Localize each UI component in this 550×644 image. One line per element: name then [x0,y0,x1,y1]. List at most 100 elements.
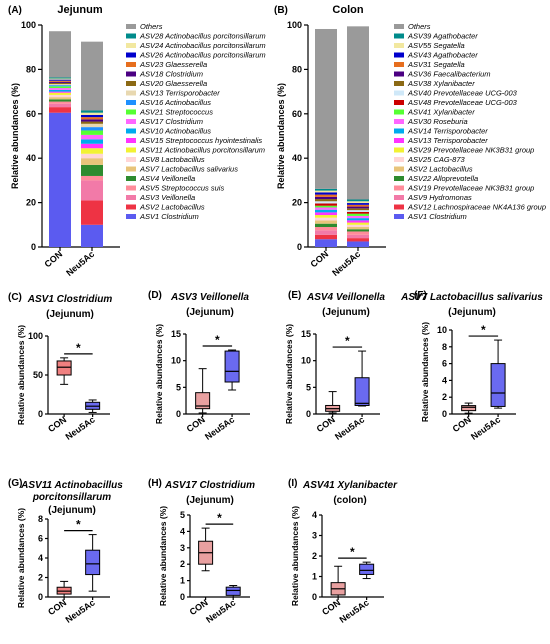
legend-swatch [126,157,136,162]
x-tick-label: CON [46,414,68,434]
y-tick-label: 10 [301,356,311,366]
bar-segment [347,227,369,230]
panel-subtitle: (Jejunum) [186,307,234,318]
y-tick-label: 4 [442,375,447,385]
bar-segment [315,188,337,191]
y-tick-label: 6 [38,534,43,544]
legend-entry: ASV23 Glaesserella [139,60,207,69]
bar-segment [347,215,369,219]
legend-swatch [126,109,136,115]
legend-swatch [126,176,136,181]
y-tick-label: 2 [312,551,317,561]
y-tick-label: 100 [21,20,36,30]
panel-subtitle: (Jejunum) [322,307,370,318]
x-tick-label: Neu5Ac [330,249,362,278]
box-con [325,391,341,414]
panel-title: ASV17 Clostridium [164,480,255,491]
legend-swatch [394,119,404,124]
y-tick-label: 15 [301,329,311,339]
y-tick-label: 5 [306,382,311,392]
y-axis-label: Relative abundances (%) [16,508,26,608]
y-tick-label: 100 [287,20,302,30]
y-tick-label: 6 [442,359,447,369]
legend-entry: ASV7 Lactobacillus salivarius [139,165,238,174]
legend-entry: ASV15 Streptococcus hyointestinalis [139,136,262,145]
bar-segment [81,123,103,128]
legend-entry: ASV40 Prevotellaceae UCG-003 [407,89,518,98]
legend-entry: ASV25 CAG-873 [407,155,466,164]
legend-entry: ASV4 Veillonella [139,174,195,183]
legend-swatch [126,214,136,219]
panel-subtitle: (colon) [333,495,366,506]
x-tick-label: CON [185,414,207,434]
bar-segment [315,223,337,228]
bar-segment [49,97,71,100]
legend-entry: ASV36 Faecalibacterium [407,70,491,79]
panel-title: Colon [332,4,363,16]
legend-swatch [394,62,404,67]
y-axis-label: Relative abundances (%) [420,322,430,422]
bar-segment [49,94,71,98]
box-iqr [490,363,506,407]
panel-subtitle: (Jejunum) [448,307,496,318]
legend-entry: ASV19 Prevotellaceae NK3B31 group [407,184,534,193]
legend-swatch [394,147,404,153]
y-tick-label: 0 [180,592,185,602]
y-tick-label: 0 [38,592,43,602]
legend-swatch [126,138,136,143]
bar-segment [315,192,337,195]
bar-segment [49,91,71,93]
legend-entry: ASV13 Terrisporobacter [139,89,220,98]
legend-swatch [126,195,136,200]
y-axis-label: Relative abundances (%) [154,324,164,424]
bar-segment [315,209,337,213]
bar-segment [315,190,337,193]
bar-segment [81,139,103,144]
legend-swatch [126,90,136,96]
stacked-bar-panel-jejunum: (A) Jejunum 0 20 40 60 80 100 Relative abundance… [8,4,266,278]
y-tick-label: 0 [38,409,43,419]
legend-swatch [126,147,136,153]
panel-letter: (C) [8,292,22,303]
y-tick-label: 4 [312,510,317,520]
legend-entry: Others [408,22,431,31]
bar-segment [81,127,103,131]
significance-star: * [215,333,220,347]
bar-segment [81,148,103,154]
bar-segment [49,107,71,113]
box-iqr [56,360,72,376]
bar-segment [81,153,103,159]
legend-swatch [394,52,404,58]
legend-entry: ASV16 Actinobacillus [139,98,211,107]
x-tick-label: CON [46,597,68,617]
y-tick-label: 2 [180,559,185,569]
box-con [56,580,72,598]
y-tick-label: 80 [292,64,302,74]
panel-letter: (I) [288,478,297,489]
panel-title: ASV7 Lactobacillus salivarius [400,292,543,303]
y-axis-label: Relative abundances (%) [290,506,300,606]
bar-segment [81,200,103,225]
bar-segment [315,199,337,202]
box-iqr [195,392,211,410]
x-tick-label: Neu5Ac [338,597,371,624]
bar-segment [315,215,337,218]
bar-segment [315,212,337,216]
y-tick-label: 0 [442,409,447,419]
panel-title: ASV41 Xylanibacter [302,480,398,491]
x-tick-label: Neu5Ac [333,414,366,441]
box-plot-panel: (H) ASV17 Clostridium (Jejunum) 0 1 2 3 4 5 Relat… [148,478,255,625]
panel-title: ASV4 Veillonella [306,292,385,303]
legend-entry: Others [140,22,163,31]
legend-swatch [394,90,404,96]
legend-swatch [394,43,404,48]
bar-segment [81,110,103,113]
legend-swatch [394,138,404,143]
bar-segment [315,227,337,231]
bar-segment [49,80,71,82]
bar-segment [81,143,103,149]
legend-entry: ASV21 Streptococcus [139,108,213,117]
legend-swatch [394,81,404,86]
panel-subtitle: (Jejunum) [48,505,96,516]
